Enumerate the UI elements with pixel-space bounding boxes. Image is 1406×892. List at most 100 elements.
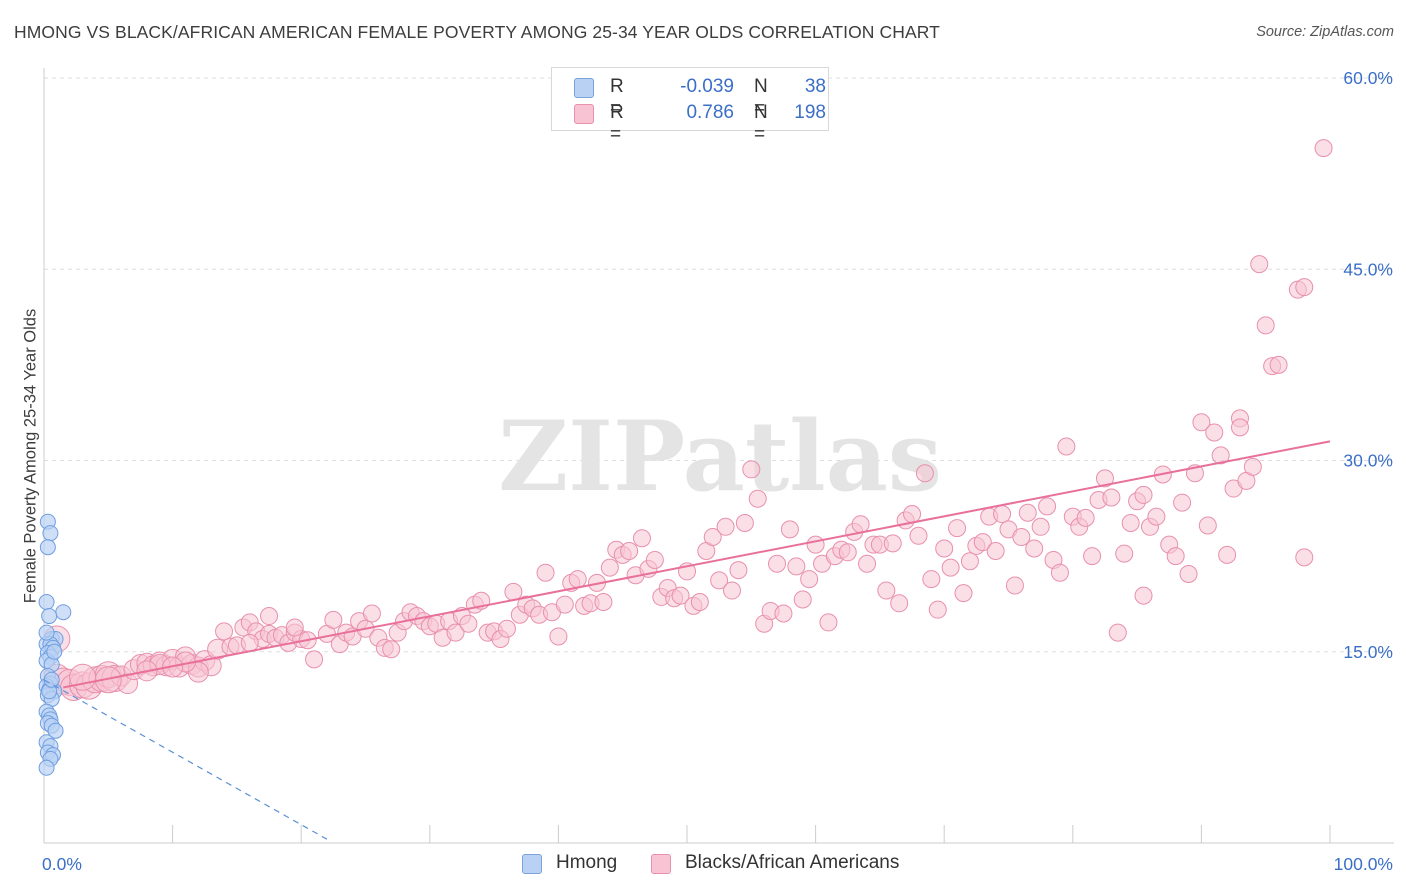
blacks-swatch [574, 104, 594, 124]
data-point-blacks [1031, 517, 1050, 536]
data-point-blacks [903, 505, 922, 524]
correlation-legend: R = -0.039 N = 38 R = 0.786 N = 198 [551, 67, 829, 145]
data-point-blacks [973, 533, 992, 552]
data-point-blacks [993, 505, 1012, 524]
data-point-blacks [1147, 507, 1166, 526]
data-point-blacks [954, 584, 973, 603]
data-point-blacks [549, 627, 568, 646]
hmong-swatch [522, 854, 542, 874]
data-point-blacks [568, 570, 587, 589]
r-label: R = [610, 76, 624, 119]
source-label: Source: ZipAtlas.com [1256, 24, 1394, 40]
data-point-blacks [690, 593, 709, 612]
data-point-blacks [1083, 547, 1102, 566]
data-point-blacks [883, 534, 902, 553]
data-point-blacks [536, 563, 555, 582]
data-point-blacks [446, 623, 465, 642]
data-point-blacks [459, 614, 478, 633]
n-value: 198 [794, 102, 826, 123]
r-value: 0.786 [686, 102, 734, 123]
data-point-blacks [1173, 493, 1192, 512]
n-value: 38 [804, 76, 826, 97]
data-point-blacks [1166, 547, 1185, 566]
y-tick-label: 45.0% [1343, 259, 1393, 279]
data-point-hmong [38, 594, 55, 611]
data-point-blacks [285, 618, 304, 637]
data-point-blacks [735, 513, 754, 532]
trendlines [43, 440, 1331, 840]
data-point-hmong [42, 525, 59, 542]
data-point-blacks [1134, 485, 1153, 504]
legend-label: Blacks/African Americans [685, 852, 900, 873]
data-point-blacks [382, 640, 401, 659]
data-point-hmong [55, 604, 72, 621]
chart-title: HMONG VS BLACK/AFRICAN AMERICAN FEMALE P… [14, 22, 940, 42]
data-point-blacks [838, 543, 857, 562]
data-point-blacks [742, 460, 761, 479]
r-label: R = [610, 102, 624, 145]
data-point-blacks [1050, 563, 1069, 582]
data-point-blacks [935, 539, 954, 558]
data-point-blacks [1218, 545, 1237, 564]
data-point-blacks [1314, 139, 1333, 158]
data-point-blacks [305, 650, 324, 669]
data-point-blacks [1095, 469, 1114, 488]
x-tick-label: 0.0% [42, 854, 82, 874]
tick-labels: 15.0% 30.0% 45.0% 60.0% 0.0% 100.0% [42, 68, 1393, 874]
data-point-blacks [600, 558, 619, 577]
data-point-blacks [671, 586, 690, 605]
data-point-blacks [1057, 437, 1076, 456]
data-point-blacks [877, 581, 896, 600]
data-point-blacks [748, 489, 767, 508]
data-point-blacks [703, 528, 722, 546]
data-point-blacks [1018, 503, 1037, 522]
data-point-blacks [240, 633, 259, 652]
data-point-blacks [723, 581, 742, 600]
data-point-blacks [69, 663, 97, 691]
data-point-blacks [780, 520, 799, 539]
trendline-blacks [63, 440, 1331, 689]
data-point-blacks [1134, 586, 1153, 605]
data-point-blacks [787, 557, 806, 576]
y-tick-label: 30.0% [1343, 451, 1393, 471]
data-point-blacks [324, 610, 343, 629]
data-point-blacks [504, 582, 523, 601]
data-point-hmong [41, 608, 58, 625]
data-point-hmong [47, 722, 64, 739]
data-point-blacks [851, 515, 870, 534]
data-point-blacks [1250, 255, 1269, 274]
x-tick-label: 100.0% [1334, 854, 1393, 874]
data-point-blacks [594, 593, 613, 612]
data-point-blacks [1198, 516, 1217, 535]
data-point-blacks [1012, 528, 1031, 546]
data-point-hmong [46, 643, 63, 660]
y-tick-label: 60.0% [1343, 68, 1393, 88]
data-point-blacks [1256, 316, 1275, 335]
data-point-blacks [1102, 488, 1121, 507]
data-point-blacks [800, 570, 819, 589]
data-point-blacks [1295, 548, 1314, 567]
data-point-blacks [1076, 508, 1095, 527]
y-axis-label: Female Poverty Among 25-34 Year Olds [21, 308, 40, 604]
data-point-blacks [1121, 513, 1140, 532]
data-point-blacks [716, 517, 735, 536]
data-point-blacks [645, 550, 664, 569]
data-point-blacks [620, 542, 639, 561]
legend-label: Hmong [556, 852, 618, 873]
y-tick-label: 15.0% [1343, 642, 1393, 662]
data-point-blacks [768, 554, 787, 573]
data-point-blacks [1211, 446, 1230, 465]
data-point-hmong [39, 539, 56, 556]
data-point-blacks [941, 558, 960, 577]
axes [43, 68, 1394, 844]
data-point-blacks [1243, 457, 1262, 476]
data-point-blacks [806, 535, 825, 554]
data-point-blacks [632, 529, 651, 548]
data-point-blacks [1025, 539, 1044, 558]
data-point-blacks [729, 561, 748, 580]
data-point-blacks [1115, 544, 1134, 563]
data-point-blacks [1269, 355, 1288, 374]
data-point-hmong [38, 759, 55, 776]
data-point-blacks [986, 542, 1005, 561]
